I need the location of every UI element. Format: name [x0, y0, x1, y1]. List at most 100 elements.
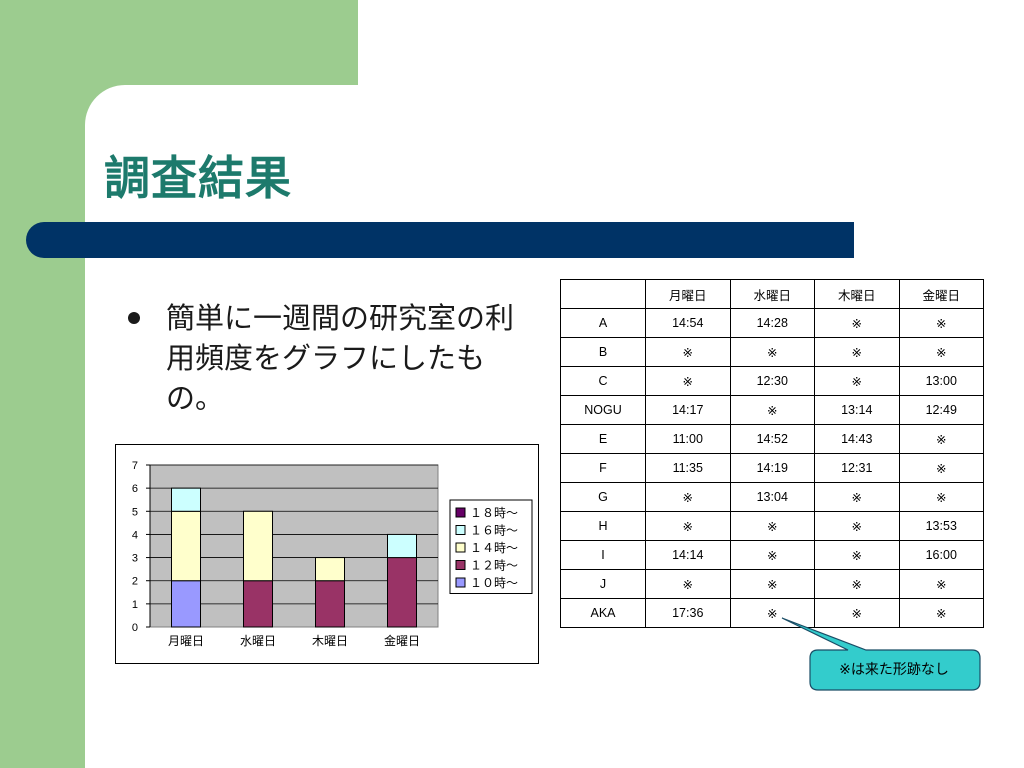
table-cell: ※ — [898, 337, 984, 367]
table-cell: ※ — [645, 511, 731, 541]
table-cell: ※ — [729, 337, 815, 367]
table-cell: 14:28 — [729, 308, 815, 338]
x-category-label: 木曜日 — [312, 634, 348, 648]
row-label-cell: B — [560, 337, 646, 367]
row-label-cell: NOGU — [560, 395, 646, 425]
table-cell: 11:35 — [645, 453, 731, 483]
legend-swatch — [455, 507, 466, 518]
stacked-bar-chart: 0 1 2 3 4 5 6 7 月曜日 水曜日 木曜日 金曜日 １８時～ １６時～ １４時～ １２時～ １０時～ — [115, 444, 539, 664]
table-cell: 13:53 — [898, 511, 984, 541]
table-header-row: 月曜日 水曜日 木曜日 金曜日 — [560, 279, 984, 309]
table-cell: ※ — [645, 337, 731, 367]
y-tick-label: 0 — [132, 622, 138, 634]
table-cell: 13:04 — [729, 482, 815, 512]
table-row: G ※ 13:04 ※ ※ — [560, 482, 984, 512]
row-label-cell: J — [560, 569, 646, 599]
table-cell: ※ — [814, 337, 900, 367]
table-cell: ※ — [898, 482, 984, 512]
table-header-cell: 木曜日 — [814, 279, 900, 309]
bar-segment — [315, 580, 345, 628]
chart-canvas: 0 1 2 3 4 5 6 7 月曜日 水曜日 木曜日 金曜日 １８時～ １６時～ １４時～ １２時～ １０時～ — [132, 460, 533, 648]
legend-label: １４時～ — [470, 541, 518, 555]
callout-label: ※は来た形跡なし — [839, 662, 949, 678]
row-label-cell: AKA — [560, 598, 646, 628]
table-row: B ※ ※ ※ ※ — [560, 337, 984, 367]
x-category-label: 月曜日 — [168, 634, 204, 648]
bullet-point: 簡単に一週間の研究室の利用頻度をグラフにしたもの。 — [128, 298, 518, 418]
table-cell: 14:54 — [645, 308, 731, 338]
row-label-cell: C — [560, 366, 646, 396]
row-label-cell: H — [560, 511, 646, 541]
bar-segment — [171, 510, 201, 582]
table-row: A 14:54 14:28 ※ ※ — [560, 308, 984, 338]
table-cell: 12:49 — [898, 395, 984, 425]
table-body: A 14:54 14:28 ※ ※ B ※ ※ ※ ※ C ※ 12:30 ※ 13:00 NOGU 14:17… — [560, 308, 984, 628]
legend-swatch — [455, 525, 466, 535]
table-cell: ※ — [814, 569, 900, 599]
bar-segment — [315, 557, 345, 582]
bar-segment — [243, 580, 273, 628]
table-header-cell: 月曜日 — [645, 279, 731, 309]
table-row: H ※ ※ ※ 13:53 — [560, 511, 984, 541]
legend-label: １２時～ — [470, 559, 518, 573]
table-cell: ※ — [814, 540, 900, 570]
legend-label: １６時～ — [470, 524, 518, 538]
table-cell: ※ — [814, 598, 900, 628]
table-cell: ※ — [814, 308, 900, 338]
table-cell: 13:14 — [814, 395, 900, 425]
y-tick-label: 6 — [132, 483, 138, 495]
row-label-cell: E — [560, 424, 646, 454]
legend-label: １８時～ — [470, 506, 518, 520]
table-header-cell: 金曜日 — [898, 279, 984, 309]
table-row: I 14:14 ※ ※ 16:00 — [560, 540, 984, 570]
table-cell: 11:00 — [645, 424, 731, 454]
table-cell: ※ — [645, 482, 731, 512]
slide-top-strip — [358, 0, 1024, 85]
row-label-cell: F — [560, 453, 646, 483]
table-row: NOGU 14:17 ※ 13:14 12:49 — [560, 395, 984, 425]
table-row: C ※ 12:30 ※ 13:00 — [560, 366, 984, 396]
table-cell: ※ — [814, 511, 900, 541]
table-cell: 14:19 — [729, 453, 815, 483]
table-cell: ※ — [645, 366, 731, 396]
y-tick-label: 7 — [132, 460, 138, 472]
bar-segment — [387, 557, 417, 628]
table-row: F 11:35 14:19 12:31 ※ — [560, 453, 984, 483]
x-category-label: 金曜日 — [384, 633, 420, 648]
table-cell: ※ — [814, 366, 900, 396]
table-cell: 12:31 — [814, 453, 900, 483]
attendance-table: 月曜日 水曜日 木曜日 金曜日 A 14:54 14:28 ※ ※ B ※ ※ ※ ※ C ※ 12:30 ※ 1… — [560, 279, 984, 628]
table-cell: ※ — [729, 511, 815, 541]
table-corner-cell — [560, 279, 646, 309]
table-cell: 14:14 — [645, 540, 731, 570]
table-cell: ※ — [898, 598, 984, 628]
table-cell: ※ — [898, 569, 984, 599]
table-cell: 17:36 — [645, 598, 731, 628]
bullet-dot-icon — [128, 312, 140, 324]
bar-segment — [171, 580, 201, 628]
table-cell: ※ — [729, 395, 815, 425]
row-label-cell: G — [560, 482, 646, 512]
row-label-cell: I — [560, 540, 646, 570]
bar-segment — [387, 533, 417, 559]
table-cell: ※ — [814, 482, 900, 512]
table-cell: ※ — [898, 453, 984, 483]
bar-segment — [171, 487, 201, 512]
y-tick-label: 3 — [132, 553, 138, 565]
table-cell: 14:43 — [814, 424, 900, 454]
table-cell: ※ — [898, 308, 984, 338]
y-tick-label: 5 — [132, 506, 138, 518]
table-row: E 11:00 14:52 14:43 ※ — [560, 424, 984, 454]
y-tick-label: 2 — [132, 576, 138, 588]
table-cell: 14:17 — [645, 395, 731, 425]
legend-swatch — [455, 577, 466, 588]
table-cell: ※ — [729, 569, 815, 599]
table-cell: 13:00 — [898, 366, 984, 396]
bar-segment — [243, 510, 273, 582]
table-cell: 16:00 — [898, 540, 984, 570]
table-header-cell: 水曜日 — [729, 279, 815, 309]
table-cell: ※ — [898, 424, 984, 454]
table-cell: 12:30 — [729, 366, 815, 396]
legend-swatch — [455, 542, 466, 553]
table-row: J ※ ※ ※ ※ — [560, 569, 984, 599]
